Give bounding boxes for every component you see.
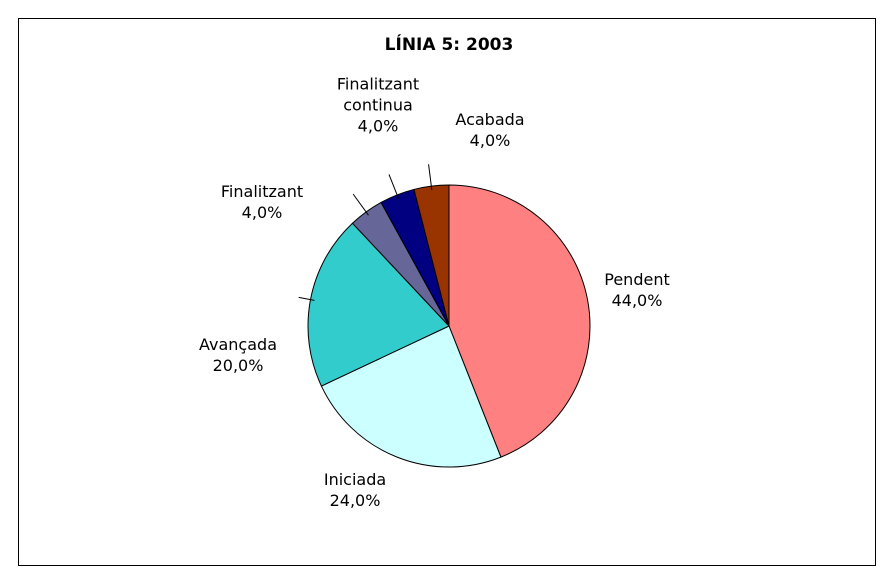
category-label: Pendent xyxy=(604,270,670,289)
category-label: Finalitzant xyxy=(220,182,304,201)
leader-line xyxy=(298,296,315,301)
chart-title: LÍNIA 5: 2003 xyxy=(384,35,514,55)
value-label: 4,0% xyxy=(469,131,511,150)
pie-slice xyxy=(448,184,591,458)
slice-label: Finalitzant continua 4,0% xyxy=(316,74,441,137)
slice-label: Acabada 4,0% xyxy=(455,109,524,151)
slice-label: Finalitzant 4,0% xyxy=(221,181,303,223)
leader-line xyxy=(352,193,369,216)
category-label: Acabada xyxy=(455,110,525,129)
value-label: 24,0% xyxy=(329,491,381,510)
value-label: 4,0% xyxy=(241,203,283,222)
slice-label: Avançada 20,0% xyxy=(199,334,277,376)
category-label: Finalitzant continua xyxy=(336,74,420,115)
pie-slice xyxy=(320,325,502,468)
leader-line xyxy=(428,164,433,191)
value-label: 4,0% xyxy=(357,116,399,136)
value-label: 20,0% xyxy=(212,356,264,375)
category-label: Avançada xyxy=(199,335,277,354)
leader-line xyxy=(388,174,400,199)
category-label: Iniciada xyxy=(323,470,387,489)
slice-label: Iniciada 24,0% xyxy=(324,469,386,511)
slice-label: Pendent 44,0% xyxy=(604,269,669,311)
value-label: 44,0% xyxy=(611,291,663,310)
